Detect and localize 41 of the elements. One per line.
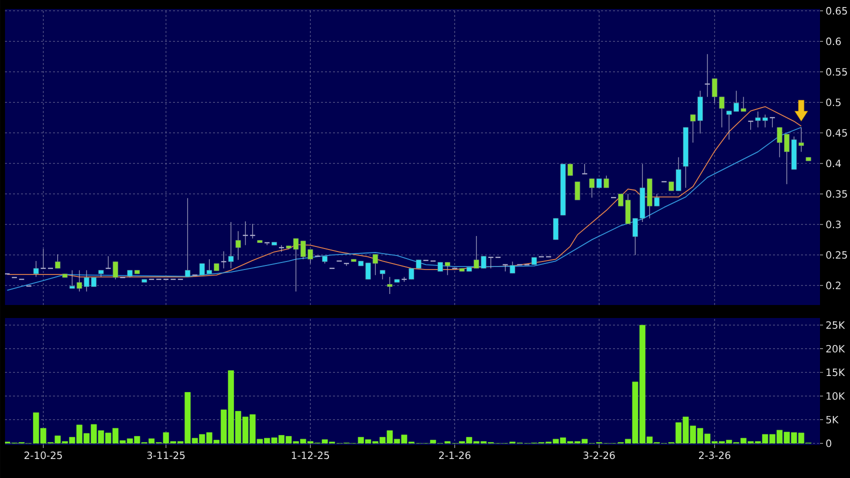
candlestick <box>589 178 595 198</box>
y-tick-label: 10K <box>826 392 846 400</box>
candlestick <box>480 256 486 269</box>
y-tick-label: 5K <box>826 416 839 424</box>
y-tick-label: 0.45 <box>826 129 847 137</box>
y-tick-label: 0.4 <box>826 160 841 168</box>
y-tick-label: 20K <box>826 344 846 353</box>
x-tick-label: 3-11-25 <box>147 452 185 460</box>
candlestick <box>264 242 270 246</box>
candlestick <box>228 222 234 269</box>
candlestick <box>387 276 392 294</box>
y-tick-label: 0.3 <box>826 220 841 228</box>
candlestick <box>220 250 227 269</box>
x-tick-label: 2-10-25 <box>24 452 62 460</box>
x-tick-label: 1-12-25 <box>292 452 329 460</box>
candlestick <box>574 181 580 200</box>
candlestick <box>55 254 60 269</box>
candlestick <box>112 261 118 280</box>
candlestick <box>184 198 190 278</box>
candlestick <box>33 260 39 278</box>
y-tick-label: 0.55 <box>826 68 847 76</box>
line-series <box>6 126 802 291</box>
y-tick-label: 15K <box>826 368 846 376</box>
candlestick <box>236 230 241 260</box>
y-tick-label: 25K <box>826 321 846 329</box>
candlestick <box>380 270 386 280</box>
y-tick-label: 0.6 <box>826 38 841 46</box>
y-tick-label: 0 <box>826 440 832 448</box>
y-tick-label: 0.5 <box>826 98 841 106</box>
y-tick-label: 0.65 <box>826 7 847 15</box>
candlestick <box>553 218 558 240</box>
y-tick-label: 0.2 <box>826 282 840 290</box>
candlestick <box>40 248 46 269</box>
x-tick-label: 2-1-26 <box>439 452 470 460</box>
candlestick <box>510 261 516 274</box>
candlestick <box>582 164 588 174</box>
x-tick-label: 2-3-26 <box>699 452 730 460</box>
y-tick-label: 0.35 <box>826 190 847 198</box>
y-tick-label: 0.25 <box>826 251 847 259</box>
candlestick <box>105 256 112 269</box>
x-tick-label: 3-2-26 <box>584 452 615 460</box>
